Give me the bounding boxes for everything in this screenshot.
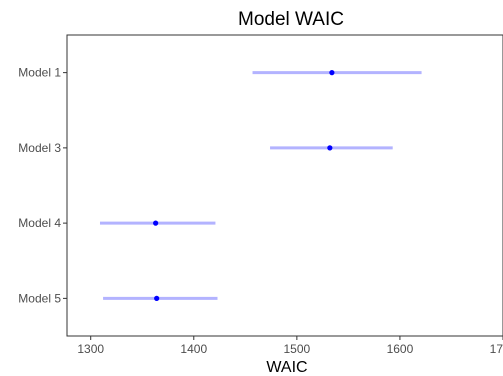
data-point [329,70,335,76]
data-point [154,295,160,301]
y-axis: Model 1 Model 3 Model 4 Model 5 [18,66,67,305]
y-tick-label: Model 3 [18,141,61,155]
x-tick-label: 1600 [387,342,414,356]
chart-marks [99,70,422,301]
data-point [153,220,159,226]
x-tick-label: 1300 [77,342,104,356]
x-axis: 1300 1400 1500 1600 1700 [77,336,503,356]
x-tick-label: 1400 [180,342,207,356]
y-tick-label: Model 5 [18,291,61,305]
plot-panel [66,34,503,337]
y-tick-label: Model 1 [18,66,61,80]
x-tick-label: 1500 [284,342,311,356]
y-tick-label: Model 4 [18,216,61,230]
x-axis-label: WAIC [266,359,307,376]
x-tick-label: 1700 [490,342,503,356]
chart-title: Model WAIC [238,9,344,30]
data-point [327,145,333,151]
